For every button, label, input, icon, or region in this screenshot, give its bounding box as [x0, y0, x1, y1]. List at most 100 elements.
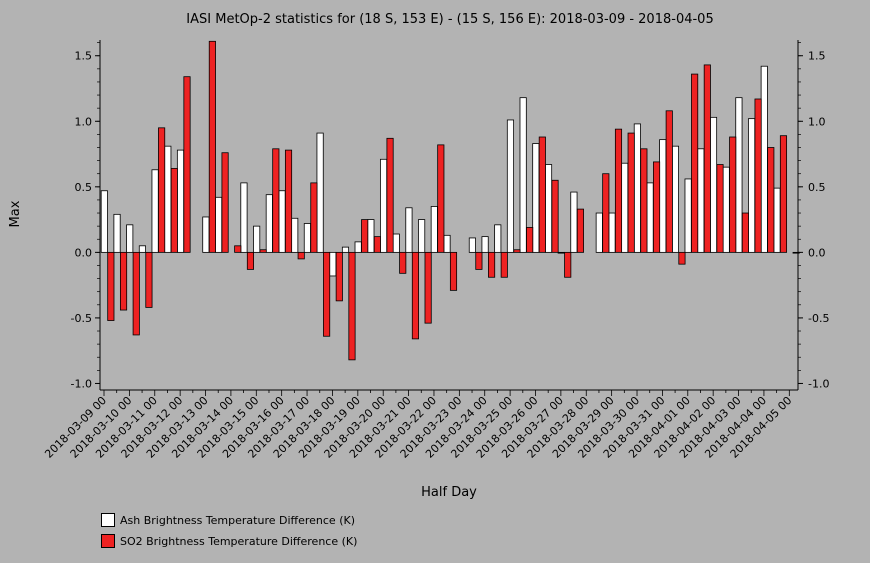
so2-bar: [208, 40, 216, 253]
ash-bar: [735, 97, 743, 253]
y-axis-label: Max: [8, 200, 23, 227]
so2-bar: [145, 251, 153, 308]
so2-bar: [741, 212, 749, 253]
legend-swatch-so2: [101, 534, 115, 548]
so2-bar: [399, 251, 407, 274]
ash-bar: [329, 251, 337, 277]
so2-bar: [259, 249, 267, 253]
ash-bar: [671, 145, 679, 253]
so2-bar: [716, 164, 724, 253]
so2-bar: [361, 219, 369, 253]
ash-bar: [253, 225, 261, 253]
ash-bar: [697, 148, 705, 253]
so2-bar: [602, 173, 610, 253]
so2-bar: [183, 76, 191, 253]
legend-item-so2: SO2 Brightness Temperature Difference (K…: [101, 533, 357, 549]
so2-bar: [449, 251, 458, 291]
ash-bar: [519, 97, 527, 253]
y-tick-label-left: -1.0: [71, 377, 92, 390]
ash-bar: [595, 212, 603, 253]
so2-series: [107, 40, 800, 361]
so2-bar: [678, 251, 686, 265]
so2-bar: [576, 208, 584, 253]
so2-bar: [526, 227, 534, 253]
so2-bar: [246, 251, 255, 270]
ash-bar: [113, 213, 121, 253]
so2-bar: [386, 137, 394, 253]
y-tick-label-right: 0.5: [808, 181, 826, 194]
ash-bar: [278, 190, 286, 253]
legend: Ash Brightness Temperature Difference (K…: [101, 512, 521, 552]
ash-bar: [215, 196, 223, 253]
ash-bar: [164, 145, 172, 253]
so2-bar: [158, 127, 166, 253]
ash-bar: [773, 187, 781, 253]
so2-bar: [754, 98, 762, 253]
so2-bar: [323, 251, 331, 337]
so2-bar: [614, 128, 623, 253]
axes: 1.5 1.5 1.0 1.0 0.5 0.5 0.0 0.0 -0.5 -0.5 -1.0 -1.0…: [42, 40, 829, 461]
so2-bar: [272, 148, 280, 253]
ash-bar: [532, 143, 540, 253]
ash-bar: [494, 224, 502, 253]
so2-bar: [538, 136, 546, 253]
ash-bar: [176, 149, 185, 253]
ash-bar: [405, 207, 413, 253]
so2-bar: [284, 149, 293, 253]
ash-series: [100, 65, 781, 277]
ash-bar: [621, 162, 629, 253]
so2-bar: [132, 251, 140, 336]
ash-bar: [709, 116, 718, 253]
so2-bar: [411, 251, 419, 340]
so2-bar: [437, 144, 445, 253]
ash-bar: [202, 216, 210, 253]
so2-bar: [373, 236, 381, 253]
ash-bar: [557, 251, 565, 254]
ash-bar: [722, 166, 730, 253]
ash-bar: [506, 119, 515, 253]
so2-bar: [627, 132, 635, 253]
so2-bar: [564, 251, 572, 278]
so2-bar: [500, 251, 508, 278]
legend-label-ash: Ash Brightness Temperature Difference (K…: [120, 513, 355, 527]
ash-bar: [316, 132, 324, 253]
so2-bar: [640, 148, 648, 253]
so2-bar: [119, 251, 128, 311]
y-tick-label-left: -0.5: [71, 312, 92, 325]
so2-bar: [221, 152, 229, 253]
so2-bar: [107, 251, 115, 321]
ash-bar: [443, 234, 451, 253]
ash-bar: [392, 233, 400, 253]
so2-bar: [665, 110, 673, 253]
ash-bar: [303, 223, 311, 253]
ash-bar: [138, 245, 146, 253]
ash-bar: [633, 123, 641, 253]
so2-bar: [335, 251, 343, 302]
ash-bar: [748, 118, 756, 253]
ash-bar: [659, 139, 667, 253]
y-tick-label-left: 1.0: [75, 115, 93, 128]
y-tick-label-right: -0.5: [808, 312, 829, 325]
ash-bar: [354, 241, 362, 253]
ash-bar: [126, 224, 134, 253]
so2-bar: [767, 147, 775, 253]
chart-title: IASI MetOp-2 statistics for (18 S, 153 E…: [186, 12, 713, 27]
ash-bar: [608, 212, 616, 253]
ash-bar: [544, 164, 553, 253]
ash-bar: [684, 178, 692, 253]
legend-item-ash: Ash Brightness Temperature Difference (K…: [101, 512, 355, 528]
ash-bar: [367, 219, 375, 253]
ash-bar: [151, 169, 159, 253]
ash-bar: [570, 191, 578, 253]
so2-bar: [729, 136, 737, 253]
so2-bar: [170, 168, 178, 253]
so2-bar: [424, 251, 432, 324]
so2-bar: [703, 64, 711, 253]
so2-bar: [691, 73, 699, 253]
so2-bar: [475, 251, 483, 270]
ash-bar: [341, 246, 350, 253]
y-tick-label-right: 1.5: [808, 50, 826, 63]
ash-bar: [481, 236, 489, 253]
so2-bar: [310, 182, 318, 253]
